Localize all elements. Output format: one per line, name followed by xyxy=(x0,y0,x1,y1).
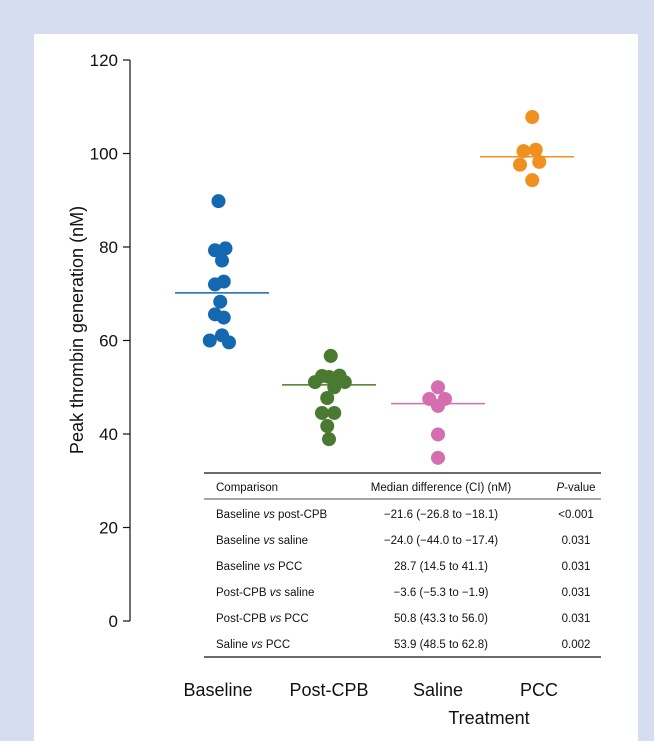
table-cell-pvalue: 0.002 xyxy=(562,639,591,651)
table-cell-difference: −3.6 (−5.3 to −1.9) xyxy=(394,587,489,599)
table-cell-comparison: Baseline vs saline xyxy=(216,535,308,547)
figure-panel: Peak thrombin generation (nM) Treatment … xyxy=(34,34,638,741)
data-point xyxy=(322,369,336,384)
x-tick-label: Post-CPB xyxy=(289,680,368,700)
table-cell-pvalue: 0.031 xyxy=(562,535,591,547)
table-cell-pvalue: 0.031 xyxy=(562,561,591,573)
data-point xyxy=(213,294,228,309)
table-cell-comparison: Baseline vs PCC xyxy=(216,561,302,573)
data-point xyxy=(211,194,226,209)
table-rows: Baseline vs post-CPB −21.6 (−26.8 to −18.… xyxy=(216,509,594,651)
data-point xyxy=(222,335,236,350)
data-point xyxy=(218,241,233,256)
axes: Peak thrombin generation (nM) Treatment xyxy=(67,60,601,728)
data-point xyxy=(323,348,338,363)
data-point xyxy=(320,391,335,406)
data-point xyxy=(202,333,217,348)
data-point xyxy=(525,173,540,188)
y-tick-label: 0 xyxy=(109,612,118,631)
x-tick-labels: Baseline Post-CPB Saline PCC xyxy=(183,680,558,700)
table-cell-difference: 28.7 (14.5 to 41.1) xyxy=(394,561,488,573)
median-lines xyxy=(175,156,574,405)
table-cell-pvalue: 0.031 xyxy=(562,613,591,625)
table-cell-difference: −21.6 (−26.8 to −18.1) xyxy=(384,509,498,521)
data-point xyxy=(528,142,543,157)
data-point xyxy=(431,450,445,465)
data-point xyxy=(208,243,222,258)
table-cell-difference: −24.0 (−44.0 to −17.4) xyxy=(384,535,498,547)
table-cell-pvalue: <0.001 xyxy=(558,509,594,521)
data-point xyxy=(431,427,445,442)
data-point xyxy=(216,274,231,289)
data-point xyxy=(337,375,352,390)
data-point xyxy=(322,432,336,447)
data-point xyxy=(513,157,527,172)
data-point xyxy=(532,154,547,169)
y-tick-label: 20 xyxy=(99,519,118,538)
x-tick-label: PCC xyxy=(520,680,558,700)
data-point xyxy=(431,398,445,413)
y-tick-label: 100 xyxy=(90,145,118,164)
data-point xyxy=(525,110,540,125)
table-cell-difference: 50.8 (43.3 to 56.0) xyxy=(394,613,488,625)
table-cell-comparison: Baseline vs post-CPB xyxy=(216,509,328,521)
data-point xyxy=(215,253,229,268)
x-tick-label: Baseline xyxy=(183,680,252,700)
comparison-table: Comparison Median difference (CI) (nM) P… xyxy=(216,482,596,651)
table-header-comparison: Comparison xyxy=(216,482,278,494)
y-tick-label: 60 xyxy=(99,332,118,351)
table-cell-difference: 53.9 (48.5 to 62.8) xyxy=(394,639,488,651)
table-header-pvalue: P-value xyxy=(557,482,596,494)
table-cell-comparison: Saline vs PCC xyxy=(216,639,290,651)
data-point xyxy=(516,144,531,159)
data-point xyxy=(315,405,329,420)
table-header-difference: Median difference (CI) (nM) xyxy=(371,482,512,494)
data-point xyxy=(327,380,342,395)
x-tick-label: Saline xyxy=(413,680,463,700)
table-cell-pvalue: 0.031 xyxy=(562,587,591,599)
data-point xyxy=(216,310,231,325)
data-points xyxy=(202,110,547,465)
data-point xyxy=(320,419,335,434)
y-ticks: 0 20 40 60 80 100 120 xyxy=(90,51,130,631)
y-axis-label: Peak thrombin generation (nM) xyxy=(67,206,87,454)
y-tick-label: 120 xyxy=(90,51,118,70)
y-tick-label: 80 xyxy=(99,238,118,257)
x-axis-label: Treatment xyxy=(448,708,529,728)
scatter-chart: Peak thrombin generation (nM) Treatment … xyxy=(67,51,601,728)
data-point xyxy=(431,380,445,395)
data-point xyxy=(327,405,342,420)
table-cell-comparison: Post-CPB vs PCC xyxy=(216,613,309,625)
y-tick-label: 40 xyxy=(99,425,118,444)
table-cell-comparison: Post-CPB vs saline xyxy=(216,587,314,599)
